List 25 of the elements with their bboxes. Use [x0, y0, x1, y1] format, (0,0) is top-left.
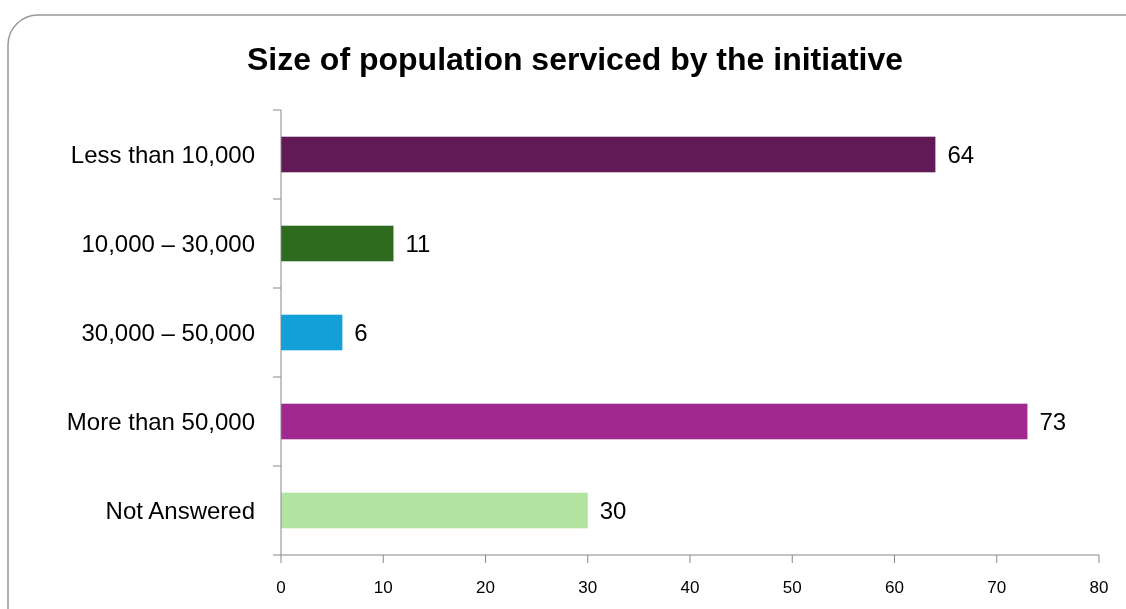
y-tick-label: Less than 10,000: [70, 140, 255, 168]
x-tick-label: 70: [987, 577, 1007, 597]
y-tick-label: 10,000 – 30,000: [81, 229, 255, 257]
x-tick-label: 80: [1089, 577, 1109, 597]
x-tick-label: 40: [680, 577, 700, 597]
bar: [281, 136, 936, 173]
x-tick-label: 30: [578, 577, 598, 597]
bar: [281, 225, 394, 262]
data-label: 64: [947, 140, 975, 168]
chart-title: Size of population serviced by the initiative: [246, 41, 904, 77]
x-tick-label: 60: [885, 577, 904, 597]
data-label: 11: [405, 229, 431, 257]
bar: [281, 492, 588, 529]
data-label: 6: [354, 318, 368, 346]
bar: [281, 403, 1028, 440]
y-tick-label: 30,000 – 50,000: [81, 318, 255, 346]
bar: [281, 314, 343, 351]
x-tick-label: 20: [476, 577, 495, 597]
data-label: 30: [599, 496, 627, 524]
data-label: 73: [1039, 407, 1067, 435]
x-tick-label: 0: [276, 577, 286, 597]
x-tick-label: 50: [782, 577, 802, 597]
y-tick-label: More than 50,000: [66, 407, 255, 435]
y-tick-label: Not Answered: [105, 496, 255, 524]
x-tick-label: 10: [373, 577, 393, 597]
